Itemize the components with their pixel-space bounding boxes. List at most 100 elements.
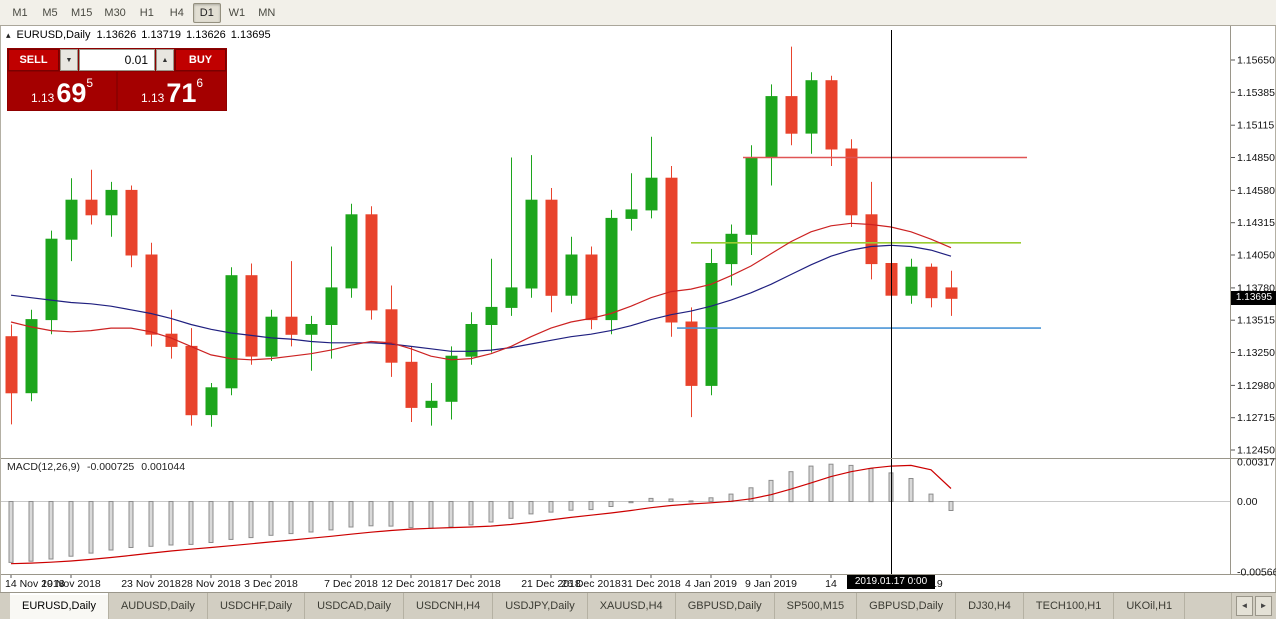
sell-price-pips: 69 xyxy=(56,78,87,108)
chart-tab-sp500-m15[interactable]: SP500,M15 xyxy=(775,593,858,619)
chart-tab-usdcad-daily[interactable]: USDCAD,Daily xyxy=(305,593,405,619)
ohlc-values: 1.13626 1.13719 1.13626 1.13695 xyxy=(97,29,271,41)
macd-histogram-bar xyxy=(228,501,234,540)
candle-body xyxy=(385,309,398,363)
candle-body xyxy=(745,157,758,235)
price-axis-label: 1.15650 xyxy=(1237,55,1275,67)
macd-histogram-bar xyxy=(768,479,774,502)
date-axis-label: 12 Dec 2018 xyxy=(381,578,441,590)
macd-histogram-bar xyxy=(648,497,654,502)
price-chart[interactable]: 1.15650 1.15385 1.15115 1.14850 1.14580 1.143… xyxy=(1,26,1276,592)
macd-histogram-bar xyxy=(748,487,754,502)
chart-tab-tech100-h1[interactable]: TECH100,H1 xyxy=(1024,593,1115,619)
macd-value: -0.000725 xyxy=(86,461,135,473)
timeframe-button-m15[interactable]: M15 xyxy=(71,6,93,19)
date-axis-label: 7 Dec 2018 xyxy=(324,578,378,590)
date-axis-label: 17 Dec 2018 xyxy=(441,578,501,590)
macd-axis-label: -0.005667 xyxy=(1237,567,1276,579)
date-axis-label: 28 Nov 2018 xyxy=(181,578,241,590)
volume-input[interactable] xyxy=(79,49,155,71)
buy-price-head: 1.13 xyxy=(140,91,165,105)
candle-body xyxy=(425,400,438,408)
macd-histogram-bar xyxy=(568,501,574,511)
ohlc-high: 1.13719 xyxy=(141,29,182,41)
macd-histogram-bar xyxy=(708,497,714,502)
candle-body xyxy=(765,96,778,158)
candle-body xyxy=(5,336,18,394)
candle-body xyxy=(465,324,478,357)
tab-scroll-controls: ◄ ► xyxy=(1231,593,1276,619)
macd-histogram-bar xyxy=(48,501,54,560)
candle-body xyxy=(285,316,298,335)
sell-button[interactable]: SELL xyxy=(8,49,59,71)
macd-histogram-bar xyxy=(108,501,114,551)
macd-histogram-bar xyxy=(88,501,94,554)
macd-histogram-bar xyxy=(668,498,674,502)
chart-tab-gbpusd-daily[interactable]: GBPUSD,Daily xyxy=(857,593,957,619)
sell-price-display[interactable]: 1.13 69 5 xyxy=(8,72,116,110)
candle-body xyxy=(185,345,198,416)
price-axis-label: 1.13515 xyxy=(1237,315,1275,327)
chart-tab-eurusd-daily[interactable]: EURUSD,Daily xyxy=(10,593,109,619)
candle-body xyxy=(205,387,218,416)
timeframe-button-m5[interactable]: M5 xyxy=(42,6,58,19)
timeframe-button-w1[interactable]: W1 xyxy=(228,6,246,19)
price-axis-label: 1.14050 xyxy=(1237,250,1275,262)
macd-histogram-bar xyxy=(848,464,854,502)
chart-tab-usdchf-daily[interactable]: USDCHF,Daily xyxy=(208,593,306,619)
timeframe-button-h4[interactable]: H4 xyxy=(169,6,184,19)
macd-histogram-bar xyxy=(248,501,254,539)
timeframe-button-m1[interactable]: M1 xyxy=(12,6,28,19)
buy-price-display[interactable]: 1.13 71 6 xyxy=(118,72,226,110)
timeframe-button-d1[interactable]: D1 xyxy=(192,2,221,23)
chart-tab-dj30-h4[interactable]: DJ30,H4 xyxy=(956,593,1024,619)
macd-signal-value: 0.001044 xyxy=(141,461,186,473)
macd-histogram-bar xyxy=(588,501,594,511)
timeframe-button-h1[interactable]: H1 xyxy=(139,6,154,19)
buy-button[interactable]: BUY xyxy=(175,49,226,71)
date-axis-label: 21 Dec 2018 xyxy=(521,578,581,590)
ma-slow-line xyxy=(10,244,952,352)
macd-histogram-bar xyxy=(288,501,294,535)
macd-histogram-bar xyxy=(8,501,14,563)
macd-histogram-bar xyxy=(548,501,554,513)
price-axis-label: 1.14315 xyxy=(1237,217,1275,229)
candle-body xyxy=(85,199,98,216)
volume-down-button[interactable]: ▼ xyxy=(60,49,78,71)
candle-body xyxy=(545,199,558,296)
tab-scroll-left-button[interactable]: ◄ xyxy=(1236,596,1253,616)
candle-body xyxy=(405,361,418,408)
chart-tab-xauusd-h4[interactable]: XAUUSD,H4 xyxy=(588,593,676,619)
candle-body xyxy=(65,199,78,240)
macd-histogram-bar xyxy=(268,501,274,536)
macd-histogram-bar xyxy=(468,501,474,526)
macd-histogram-bar xyxy=(828,463,834,503)
chart-tab-audusd-daily[interactable]: AUDUSD,Daily xyxy=(109,593,208,619)
macd-histogram-bar xyxy=(328,501,334,531)
chart-tab-usdjpy-daily[interactable]: USDJPY,Daily xyxy=(493,593,588,619)
chart-symbol-label: EURUSD,Daily xyxy=(16,29,91,41)
date-axis-label: 9 Jan 2019 xyxy=(745,578,797,590)
macd-histogram-bar xyxy=(408,501,414,529)
candle-body xyxy=(865,214,878,265)
price-axis-label: 1.15385 xyxy=(1237,87,1275,99)
candle-body xyxy=(785,96,798,134)
macd-histogram-bar xyxy=(188,501,194,545)
macd-histogram-bar xyxy=(608,501,614,507)
timeframe-button-m30[interactable]: M30 xyxy=(104,6,126,19)
ohlc-open: 1.13626 xyxy=(96,29,137,41)
tab-strip: EURUSD,Daily AUDUSD,Daily USDCHF,Daily USDC… xyxy=(10,593,1186,619)
chart-tab-gbpusd-daily[interactable]: GBPUSD,Daily xyxy=(676,593,775,619)
volume-up-button[interactable]: ▲ xyxy=(156,49,174,71)
date-axis-label: 3 Dec 2018 xyxy=(244,578,298,590)
macd-histogram-bar xyxy=(348,501,354,528)
date-axis-label: 19 Nov 2018 xyxy=(41,578,101,590)
chart-tab-usdcnh-h4[interactable]: USDCNH,H4 xyxy=(404,593,494,619)
candle-body xyxy=(145,254,158,335)
tab-scroll-right-button[interactable]: ► xyxy=(1255,596,1272,616)
macd-histogram-bar xyxy=(488,501,494,523)
candle-body xyxy=(825,80,838,150)
timeframe-button-mn[interactable]: MN xyxy=(258,6,276,19)
chart-tab-ukoil-h1[interactable]: UKOil,H1 xyxy=(1114,593,1186,619)
